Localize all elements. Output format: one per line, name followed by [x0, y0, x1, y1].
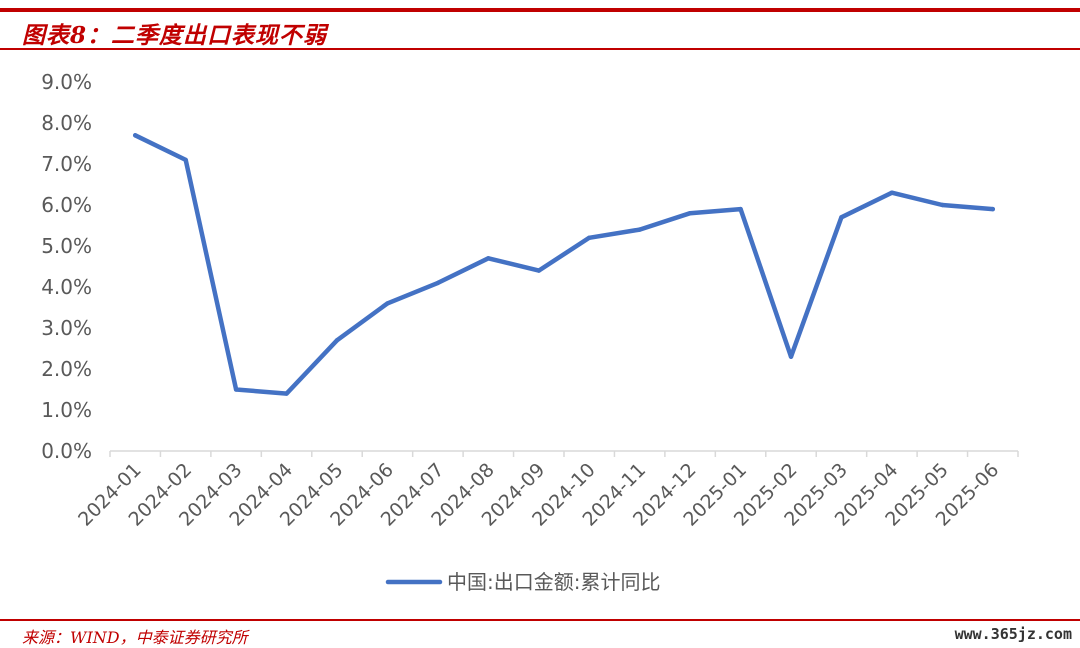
data-point: [334, 338, 340, 343]
data-point: [687, 211, 693, 216]
bottom-rule: [0, 619, 1080, 621]
y-tick-label: 0.0%: [41, 439, 92, 463]
data-point: [940, 202, 945, 208]
data-point: [536, 268, 541, 273]
top-rule: [0, 8, 1080, 12]
title-rule: [0, 48, 1080, 50]
data-point: [183, 157, 188, 163]
y-tick-label: 1.0%: [41, 398, 92, 422]
source-note: 来源：WIND，中泰证券研究所: [22, 628, 248, 647]
y-tick-label: 7.0%: [41, 152, 92, 176]
data-point: [486, 256, 491, 261]
data-point: [435, 280, 441, 286]
y-tick-label: 8.0%: [41, 111, 92, 135]
data-point: [839, 215, 844, 220]
data-point: [889, 190, 895, 195]
y-tick-label: 2.0%: [41, 357, 92, 381]
data-point: [233, 387, 239, 392]
data-point: [587, 235, 592, 240]
legend-label: 中国:出口金额:累计同比: [447, 570, 660, 594]
watermark: www.365jz.com: [954, 625, 1072, 643]
data-point: [637, 227, 642, 232]
y-tick-label: 9.0%: [41, 70, 92, 94]
data-point: [385, 301, 390, 306]
data-point: [738, 206, 743, 212]
data-point: [990, 206, 995, 212]
y-tick-label: 6.0%: [41, 193, 92, 217]
y-tick-label: 4.0%: [41, 275, 92, 299]
y-tick-label: 5.0%: [41, 234, 92, 258]
data-point: [788, 354, 794, 359]
data-point: [284, 391, 289, 396]
series-line: [132, 133, 996, 396]
data-point: [133, 133, 138, 138]
figure-title: 图表8：二季度出口表现不弱: [22, 22, 328, 49]
y-tick-label: 3.0%: [41, 316, 92, 340]
